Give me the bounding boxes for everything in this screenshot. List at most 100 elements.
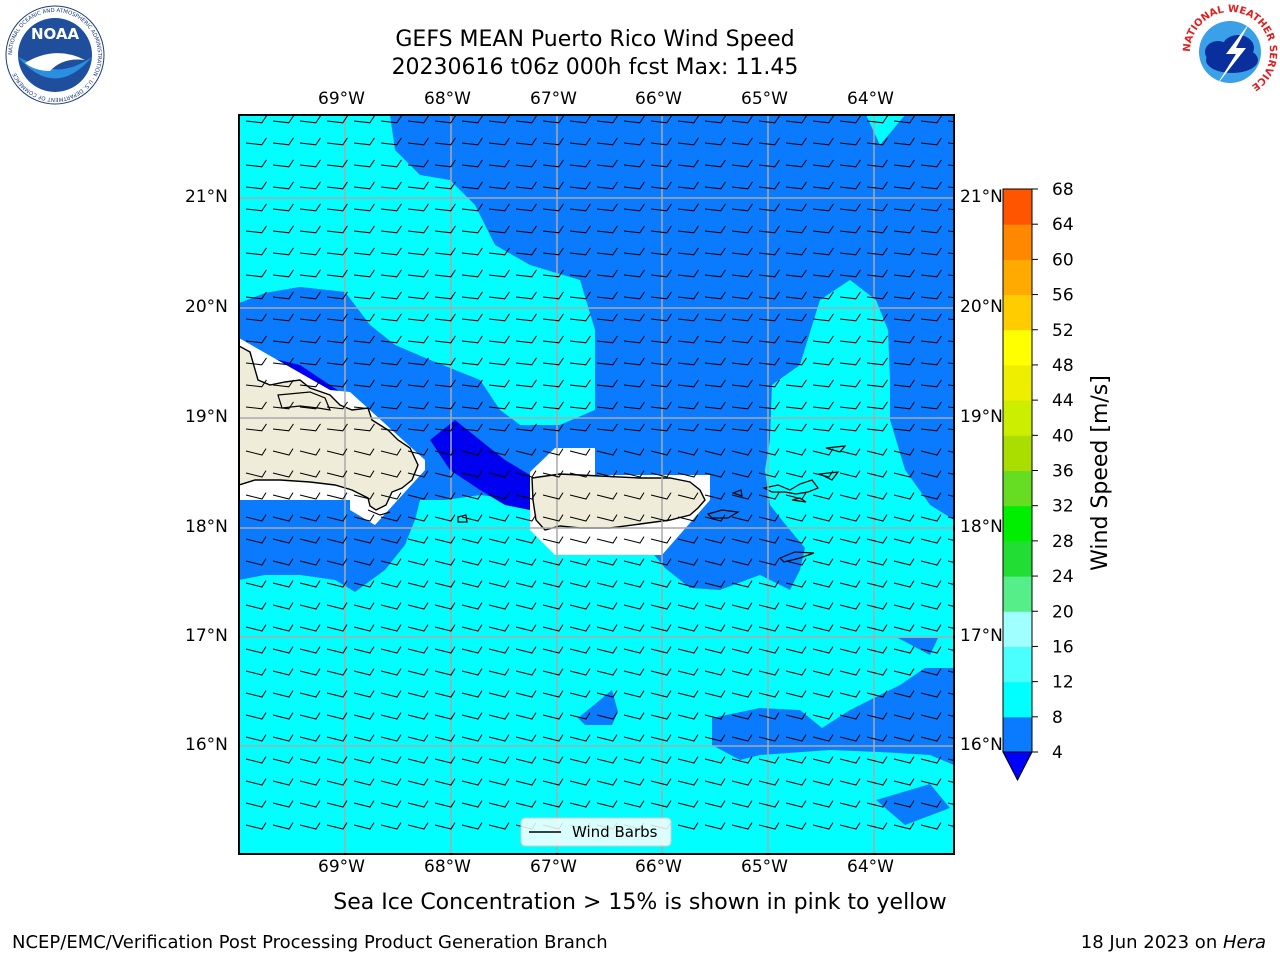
wind-barbs	[245, 115, 954, 830]
wind-barb	[785, 357, 807, 366]
wind-barb	[623, 668, 645, 676]
wind-barb	[326, 423, 348, 432]
wind-barb	[785, 448, 807, 456]
wind-barb	[704, 822, 726, 830]
wind-barb	[650, 602, 672, 610]
wind-barb	[920, 159, 942, 168]
wind-barb	[407, 602, 429, 610]
wind-barb	[704, 734, 726, 742]
colorbar-tick-label: 8	[1052, 708, 1063, 728]
wind-barb	[839, 470, 861, 478]
wind-barb	[434, 401, 456, 410]
lat-label-left: 18°N	[185, 517, 228, 537]
wind-barb	[353, 159, 375, 168]
wind-barb	[812, 203, 834, 212]
wind-barb	[542, 624, 564, 632]
wind-barb	[461, 225, 483, 234]
wind-barb	[461, 115, 483, 124]
wind-barb	[434, 756, 456, 764]
wind-barb	[866, 247, 888, 256]
wind-barb	[839, 423, 861, 432]
wind-barb	[353, 624, 375, 632]
wind-barb	[650, 181, 672, 190]
wind-barb	[434, 291, 456, 300]
wind-barb	[542, 668, 564, 676]
wind-barb	[893, 137, 915, 146]
wind-barb	[434, 800, 456, 808]
wind-barb	[812, 514, 834, 522]
wind-barb	[596, 159, 618, 168]
wind-barb	[380, 181, 402, 190]
wind-barb	[515, 690, 537, 698]
wind-barb	[677, 778, 699, 786]
wind-barb	[272, 822, 294, 830]
wind-barb	[893, 778, 915, 786]
wind-barb	[650, 580, 672, 588]
wind-barb	[542, 181, 564, 190]
wind-barb	[596, 712, 618, 720]
wind-barb	[245, 492, 267, 500]
wind-barb	[461, 624, 483, 632]
wind-barb	[407, 712, 429, 720]
wind-barb	[434, 558, 456, 566]
wind-barb	[866, 756, 888, 764]
wind-barb	[515, 448, 537, 456]
wind-barb	[704, 115, 726, 124]
wind-barb	[623, 492, 645, 500]
wind-barb	[245, 822, 267, 830]
wind-barb	[353, 558, 375, 566]
wind-barb	[704, 514, 726, 522]
wind-barb	[758, 492, 780, 500]
wind-barb	[407, 401, 429, 410]
wind-barb	[434, 492, 456, 500]
colorbar-label: Wind Speed [m/s]	[1088, 375, 1113, 571]
wind-barb	[272, 379, 294, 388]
wind-barb	[353, 514, 375, 522]
wind-barb	[920, 778, 942, 786]
wind-barb	[272, 536, 294, 544]
wind-barb	[704, 225, 726, 234]
wind-barb	[623, 778, 645, 786]
wind-barb	[812, 379, 834, 388]
wind-barb	[623, 291, 645, 300]
wind-barb	[380, 492, 402, 500]
wind-barb	[785, 313, 807, 322]
wind-barb	[353, 335, 375, 344]
wind-barb	[920, 492, 942, 500]
wind-barb	[542, 448, 564, 456]
wind-barb	[407, 335, 429, 344]
wind-barb	[623, 536, 645, 544]
wind-barb	[515, 668, 537, 676]
wind-barb	[407, 690, 429, 698]
wind-barb	[920, 269, 942, 278]
wind-barb	[677, 203, 699, 212]
wind-barb	[299, 668, 321, 676]
wind-barb	[542, 778, 564, 786]
wind-barb	[920, 181, 942, 190]
wind-barb	[839, 291, 861, 300]
wind-barb	[893, 756, 915, 764]
lon-label-top: 65°W	[741, 89, 788, 109]
wind-barb	[326, 580, 348, 588]
wind-barb	[434, 225, 456, 234]
wind-barb	[893, 602, 915, 610]
wind-barb	[731, 357, 753, 366]
wind-barb	[488, 291, 510, 300]
wind-barb	[866, 514, 888, 522]
wind-barb	[245, 668, 267, 676]
wind-barb	[542, 357, 564, 366]
wind-barb	[839, 379, 861, 388]
wind-barb	[785, 646, 807, 654]
wind-barb	[461, 448, 483, 456]
wind-barb	[569, 536, 591, 544]
wind-barb	[704, 646, 726, 654]
wind-barb	[839, 247, 861, 256]
wind-barb	[677, 159, 699, 168]
colorbar-tick-label: 20	[1052, 602, 1074, 622]
wind-barb	[704, 624, 726, 632]
wind-barb	[839, 536, 861, 544]
wind-barb	[272, 247, 294, 256]
wind-barb	[677, 624, 699, 632]
wind-barb	[515, 470, 537, 478]
wind-barb	[920, 536, 942, 544]
